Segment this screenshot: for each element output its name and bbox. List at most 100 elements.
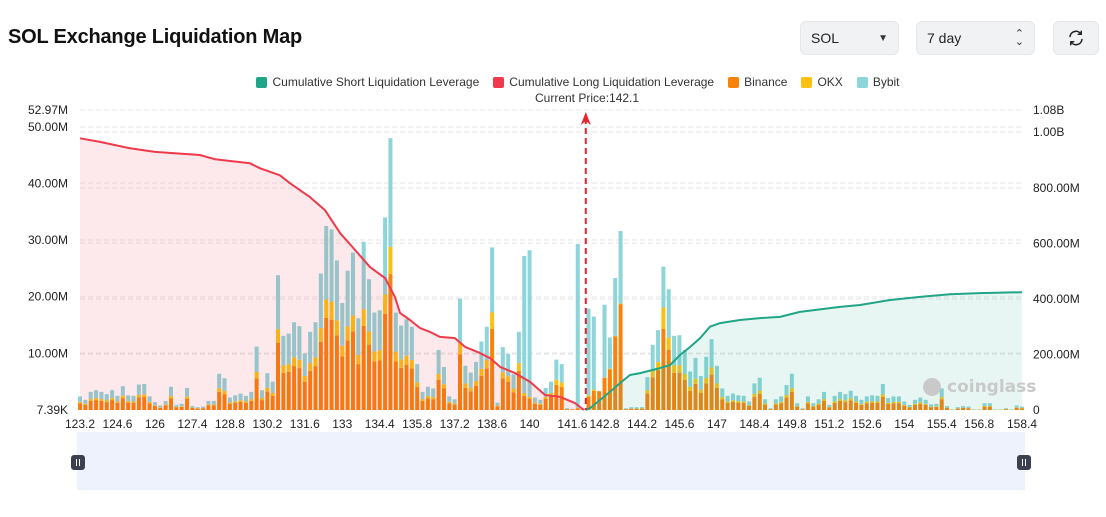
bar-bybit — [527, 250, 532, 397]
bar-okx — [752, 394, 757, 397]
legend-item-binance[interactable]: Binance — [728, 75, 787, 89]
bar-okx — [425, 396, 430, 399]
bar-bybit — [254, 346, 259, 372]
bar-okx — [575, 407, 580, 409]
bar-binance — [383, 313, 388, 410]
bar-okx — [912, 403, 917, 405]
bar-bybit — [506, 353, 511, 377]
slider-left-handle[interactable] — [71, 455, 85, 470]
bar-binance — [618, 304, 623, 410]
bar-bybit — [816, 399, 821, 404]
bar-binance — [506, 381, 511, 410]
bar-okx — [549, 393, 553, 396]
legend-item-bybit[interactable]: Bybit — [856, 75, 900, 89]
bar-bybit — [201, 406, 206, 408]
bar-binance — [827, 407, 832, 410]
legend-swatch — [256, 76, 268, 88]
bar-binance — [602, 377, 607, 410]
x-axis-tick-label: 131.6 — [290, 417, 320, 431]
bar-binance — [409, 368, 414, 410]
legend-swatch — [801, 76, 813, 88]
bar-okx — [934, 406, 939, 407]
long-cumulative-line — [79, 137, 585, 411]
x-axis-tick-label: 126 — [145, 417, 165, 431]
bar-okx — [222, 390, 227, 395]
bar-okx — [816, 403, 821, 405]
bar-bybit — [923, 399, 928, 404]
bar-binance — [479, 375, 484, 410]
bar-binance — [923, 404, 928, 410]
bar-binance — [864, 403, 869, 410]
bar-bybit — [549, 381, 553, 394]
bar-bybit — [677, 335, 682, 366]
bar-bybit — [334, 260, 339, 321]
bar-binance — [484, 368, 489, 410]
bar-okx — [308, 363, 313, 371]
bar-okx — [217, 388, 222, 392]
bar-binance — [907, 407, 912, 410]
bar-binance — [83, 404, 88, 410]
zoom-slider[interactable] — [77, 432, 1025, 490]
symbol-select[interactable]: SOL ▼ — [800, 21, 899, 55]
bar-okx — [522, 393, 527, 396]
bar-binance — [795, 406, 800, 410]
bar-bybit — [682, 349, 687, 374]
bar-binance — [399, 367, 404, 410]
bar-bybit — [270, 381, 275, 394]
bar-bybit — [163, 400, 168, 405]
legend-label: Binance — [744, 75, 788, 89]
bar-binance — [656, 370, 661, 410]
bar-bybit — [447, 396, 452, 402]
bar-binance — [634, 408, 639, 410]
x-axis-tick-label: 149.8 — [777, 417, 807, 431]
bar-okx — [409, 360, 414, 369]
bar-binance — [779, 403, 784, 410]
bar-bybit — [276, 275, 281, 330]
bar-okx — [538, 403, 543, 405]
short-area-fill — [585, 292, 1022, 410]
bar-okx — [147, 401, 152, 404]
short-cumulative-line — [585, 291, 1023, 411]
bar-binance — [832, 402, 837, 410]
bar-bybit — [297, 326, 302, 360]
bar-bybit — [875, 395, 880, 402]
bar-binance — [356, 364, 361, 410]
refresh-button[interactable] — [1053, 21, 1099, 55]
bar-okx — [918, 402, 923, 404]
bar-binance — [420, 400, 425, 410]
bar-binance — [875, 402, 880, 410]
long-area-fill — [80, 138, 584, 411]
legend-item-long[interactable]: Cumulative Long Liquidation Leverage — [493, 75, 714, 89]
x-axis-tick-label: 151.2 — [814, 417, 844, 431]
bar-bybit — [243, 395, 248, 402]
bar-binance — [431, 399, 436, 410]
bar-okx — [907, 406, 912, 408]
bar-okx — [468, 387, 473, 392]
bar-bybit — [490, 247, 495, 313]
bar-okx — [88, 399, 93, 401]
bar-binance — [174, 407, 179, 410]
bar-binance — [816, 404, 821, 410]
bar-bybit — [811, 403, 816, 406]
bar-binance — [811, 406, 816, 410]
bar-bybit — [656, 330, 661, 363]
bar-bybit — [484, 326, 489, 361]
left-axis-tick-label: 40.00M — [28, 176, 68, 190]
x-axis-tick-label: 127.4 — [177, 417, 207, 431]
bar-bybit — [190, 406, 195, 408]
bar-binance — [238, 401, 243, 410]
period-select[interactable]: 7 day ⌃ ⌄ — [916, 21, 1035, 55]
bar-okx — [206, 404, 211, 406]
bar-okx — [672, 365, 677, 373]
legend-item-short[interactable]: Cumulative Short Liquidation Leverage — [256, 75, 479, 89]
bar-bybit — [393, 312, 398, 352]
bar-binance — [945, 408, 950, 410]
bar-okx — [843, 400, 848, 403]
bar-bybit — [211, 400, 216, 405]
slider-right-handle[interactable] — [1017, 455, 1031, 470]
coinglass-logo — [923, 378, 941, 396]
bar-bybit — [302, 353, 307, 377]
legend-item-okx[interactable]: OKX — [801, 75, 843, 89]
bar-okx — [543, 396, 548, 399]
